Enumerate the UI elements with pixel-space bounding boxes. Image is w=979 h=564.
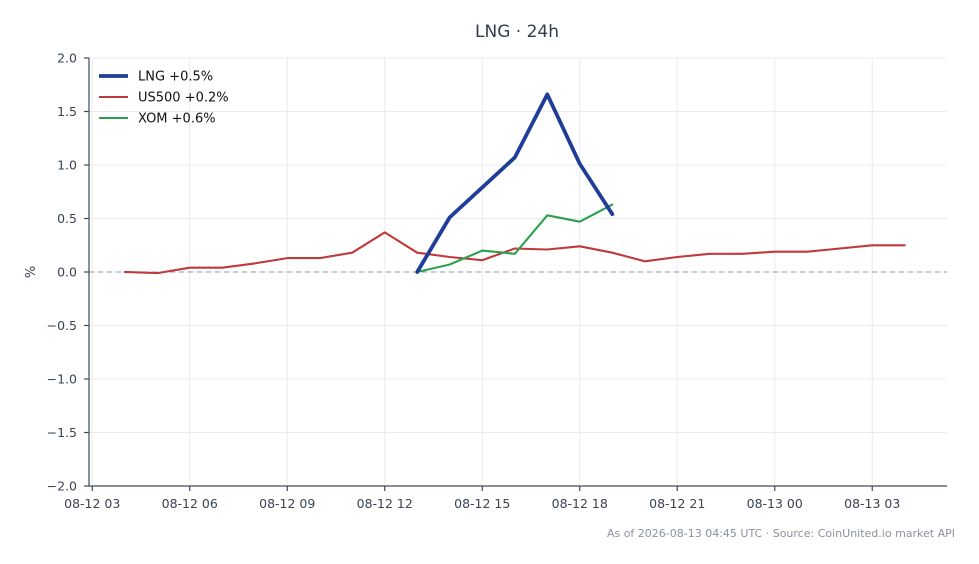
x-tick-labels: 08-12 03 08-12 06 08-12 09 08-12 12 08-12 15… (64, 486, 900, 511)
y-tick-label: 2.0 (57, 51, 77, 66)
y-tick-label: 1.5 (57, 104, 77, 119)
x-tick-label: 08-12 09 (259, 496, 315, 511)
x-tick-label: 08-12 15 (454, 496, 510, 511)
series-line-0 (415, 92, 615, 274)
legend-label: US500 +0.2% (138, 91, 229, 106)
y-axis-label: % (24, 266, 39, 278)
y-tick-label: −1.0 (47, 372, 77, 387)
chart-title: LNG · 24h (475, 22, 559, 42)
x-tick-label: 08-12 18 (552, 496, 608, 511)
x-tick-label: 08-12 21 (649, 496, 705, 511)
x-tick-label: 08-12 06 (162, 496, 218, 511)
legend-label: XOM +0.6% (138, 112, 216, 127)
y-tick-labels: 2.0 1.5 1.0 0.5 0.0 −0.5 −1.0 −1.5 −2.0 (47, 51, 89, 494)
y-tick-label: −1.5 (47, 425, 77, 440)
y-tick-label: 0.0 (57, 265, 77, 280)
x-tick-label: 08-12 03 (64, 496, 120, 511)
y-tick-label: −2.0 (47, 479, 77, 494)
x-tick-label: 08-13 00 (747, 496, 803, 511)
y-tick-label: 1.0 (57, 158, 77, 173)
footer-source-note: As of 2026-08-13 04:45 UTC · Source: Coi… (607, 527, 955, 540)
series-line-2 (416, 203, 614, 274)
y-tick-label: −0.5 (47, 318, 77, 333)
x-tick-label: 08-13 03 (844, 496, 900, 511)
y-tick-label: 0.5 (57, 211, 77, 226)
legend: LNG +0.5% US500 +0.2% XOM +0.6% (99, 70, 229, 127)
series-line-1 (123, 231, 906, 275)
legend-label: LNG +0.5% (138, 70, 213, 85)
x-tick-label: 08-12 12 (357, 496, 413, 511)
series-lines (123, 92, 906, 275)
